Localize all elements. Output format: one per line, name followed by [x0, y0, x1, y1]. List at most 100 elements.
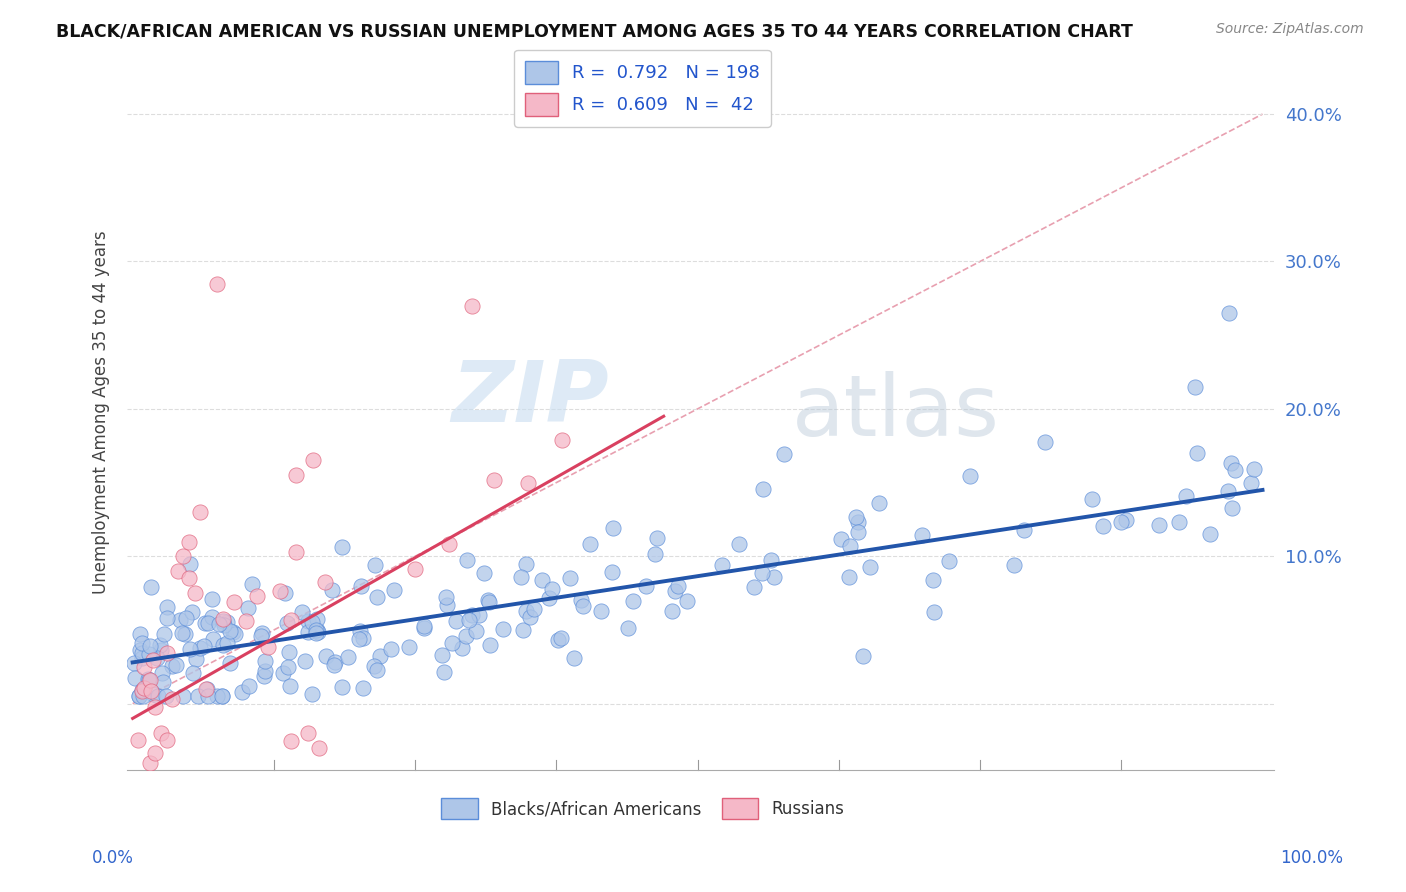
Point: [212, 617, 235, 632]
Point: [922, 605, 945, 619]
Point: [155, 646, 177, 660]
Point: [222, 624, 245, 639]
Point: [1115, 513, 1137, 527]
Point: [149, 638, 172, 652]
Point: [859, 560, 882, 574]
Point: [139, 639, 162, 653]
Point: [922, 573, 945, 587]
Point: [837, 570, 859, 584]
Point: [179, 571, 201, 585]
Point: [277, 660, 299, 674]
Point: [145, 651, 167, 665]
Point: [1081, 491, 1104, 506]
Point: [142, 687, 165, 701]
Point: [321, 583, 343, 598]
Point: [839, 539, 862, 553]
Point: [250, 629, 273, 643]
Point: [515, 604, 537, 618]
Point: [197, 690, 219, 704]
Point: [294, 654, 316, 668]
Point: [166, 564, 188, 578]
Point: [155, 733, 177, 747]
Point: [205, 690, 228, 704]
Point: [181, 605, 204, 619]
Point: [551, 434, 574, 448]
Point: [314, 574, 336, 589]
Point: [150, 665, 173, 680]
Point: [240, 577, 263, 591]
Point: [156, 600, 179, 615]
Point: [434, 591, 457, 605]
Point: [152, 675, 174, 690]
Point: [621, 594, 644, 608]
Text: Source: ZipAtlas.com: Source: ZipAtlas.com: [1216, 22, 1364, 37]
Point: [280, 613, 302, 627]
Point: [454, 629, 477, 643]
Point: [172, 625, 194, 640]
Point: [465, 624, 488, 638]
Point: [602, 521, 624, 535]
Point: [131, 683, 153, 698]
Point: [380, 641, 402, 656]
Point: [572, 599, 595, 613]
Point: [578, 537, 600, 551]
Point: [323, 655, 346, 669]
Point: [212, 639, 235, 653]
Point: [142, 652, 165, 666]
Point: [762, 570, 785, 584]
Point: [461, 608, 484, 623]
Point: [305, 612, 328, 626]
Point: [297, 614, 319, 628]
Point: [366, 590, 388, 604]
Point: [160, 658, 183, 673]
Point: [139, 684, 162, 698]
Point: [274, 586, 297, 600]
Point: [211, 690, 233, 704]
Point: [562, 650, 585, 665]
Point: [664, 584, 686, 599]
Point: [236, 600, 259, 615]
Point: [1109, 516, 1132, 530]
Point: [132, 690, 155, 704]
Point: [257, 640, 280, 655]
Point: [238, 679, 260, 693]
Point: [676, 594, 699, 608]
Y-axis label: Unemployment Among Ages 35 to 44 years: Unemployment Among Ages 35 to 44 years: [93, 231, 110, 594]
Point: [143, 699, 166, 714]
Point: [458, 613, 481, 627]
Point: [322, 657, 344, 672]
Point: [437, 537, 460, 551]
Text: ZIP: ZIP: [451, 357, 609, 440]
Point: [352, 681, 374, 696]
Point: [181, 666, 204, 681]
Point: [846, 515, 869, 529]
Point: [404, 562, 426, 576]
Point: [558, 571, 581, 585]
Point: [347, 632, 370, 647]
Point: [1147, 517, 1170, 532]
Point: [644, 548, 666, 562]
Text: 100.0%: 100.0%: [1279, 849, 1343, 867]
Point: [143, 746, 166, 760]
Point: [666, 579, 689, 593]
Point: [271, 666, 294, 681]
Point: [235, 614, 257, 628]
Point: [512, 624, 534, 638]
Point: [297, 624, 319, 639]
Point: [645, 531, 668, 545]
Point: [868, 496, 890, 510]
Point: [277, 645, 299, 659]
Point: [382, 582, 405, 597]
Point: [153, 627, 176, 641]
Point: [350, 579, 373, 593]
Point: [132, 681, 155, 695]
Point: [634, 579, 657, 593]
Point: [1012, 523, 1035, 537]
Point: [174, 611, 197, 625]
Point: [285, 545, 308, 559]
Point: [569, 593, 592, 607]
Point: [129, 643, 152, 657]
Point: [472, 566, 495, 581]
Point: [212, 612, 235, 626]
Point: [844, 509, 866, 524]
